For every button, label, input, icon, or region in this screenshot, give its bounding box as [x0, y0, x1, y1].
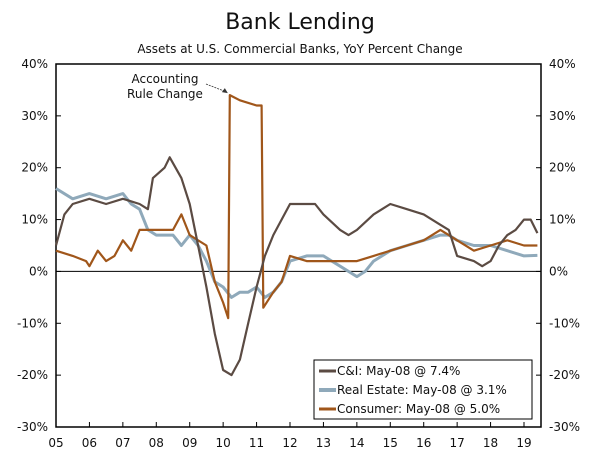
x-tick-label: 13: [316, 436, 331, 450]
series-line-2: [55, 94, 538, 320]
x-tick-label: 17: [450, 436, 465, 450]
x-tick-label: 09: [182, 436, 197, 450]
x-tick-label: 12: [282, 436, 297, 450]
annotation-text: Accounting: [131, 72, 198, 86]
legend-box: [313, 359, 533, 420]
y-tick-label-right: 30%: [549, 109, 576, 123]
series-line-0: [54, 156, 539, 377]
series-line-1: [55, 187, 538, 299]
legend-label-0: C&I: May-08 @ 7.4%: [337, 364, 460, 378]
y-tick-label-left: 30%: [21, 109, 48, 123]
legend-label-1: Real Estate: May-08 @ 3.1%: [337, 383, 507, 397]
x-tick-label: 05: [48, 436, 63, 450]
y-tick-label-right: 40%: [549, 57, 576, 71]
y-tick-label-right: 0%: [549, 264, 568, 278]
annotation-text: Rule Change: [127, 87, 203, 101]
y-tick-label-left: -30%: [17, 420, 48, 434]
x-tick-label: 18: [483, 436, 498, 450]
chart-subtitle: Assets at U.S. Commercial Banks, YoY Per…: [137, 42, 463, 56]
y-tick-label-right: -30%: [549, 420, 580, 434]
y-tick-label-right: 20%: [549, 161, 576, 175]
y-tick-label-left: -20%: [17, 368, 48, 382]
y-tick-label-left: 20%: [21, 161, 48, 175]
y-tick-label-left: -10%: [17, 316, 48, 330]
y-tick-label-right: -20%: [549, 368, 580, 382]
legend-label-2: Consumer: May-08 @ 5.0%: [337, 402, 500, 416]
x-tick-label: 06: [82, 436, 97, 450]
x-tick-label: 11: [249, 436, 264, 450]
y-tick-label-left: 40%: [21, 57, 48, 71]
x-tick-label: 16: [416, 436, 431, 450]
x-tick-label: 08: [149, 436, 164, 450]
x-tick-label: 07: [115, 436, 130, 450]
x-tick-label: 14: [349, 436, 364, 450]
x-tick-label: 15: [383, 436, 398, 450]
y-tick-label-right: 10%: [549, 213, 576, 227]
x-tick-label: 19: [516, 436, 531, 450]
x-tick-label: 10: [216, 436, 231, 450]
chart-title: Bank Lending: [225, 10, 375, 35]
y-tick-label-right: -10%: [549, 316, 580, 330]
y-tick-label-left: 0%: [29, 264, 48, 278]
annotation-arrowhead: [221, 88, 228, 94]
y-tick-label-left: 10%: [21, 213, 48, 227]
